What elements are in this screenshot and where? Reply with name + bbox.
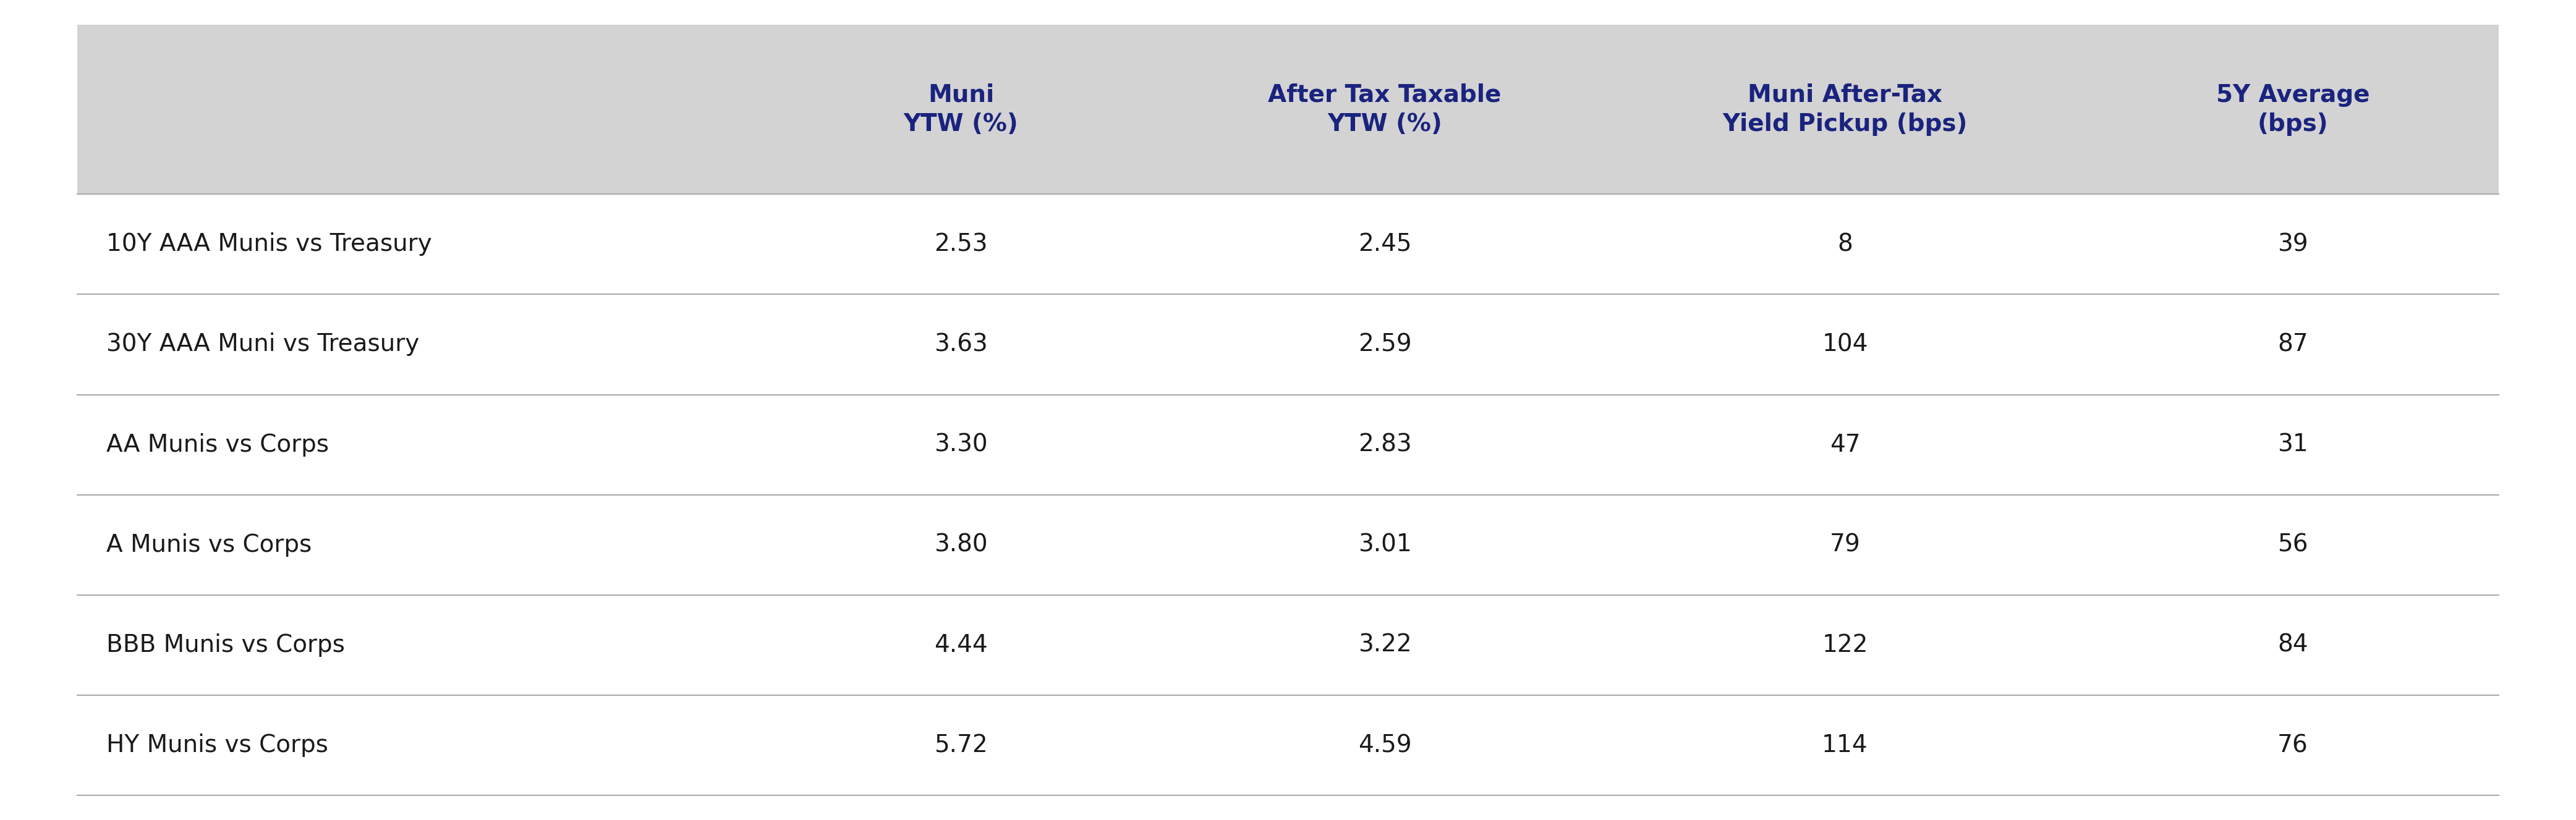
Text: 31: 31: [2277, 433, 2308, 457]
Text: Muni
YTW (%): Muni YTW (%): [904, 83, 1018, 135]
Text: 114: 114: [1821, 734, 1868, 757]
Text: Muni After-Tax
Yield Pickup (bps): Muni After-Tax Yield Pickup (bps): [1723, 83, 1968, 135]
Text: 56: 56: [2277, 533, 2308, 557]
Text: 8: 8: [1837, 233, 1852, 256]
Text: 79: 79: [1829, 533, 1860, 557]
Text: 4.59: 4.59: [1358, 734, 1412, 757]
Text: 76: 76: [2277, 734, 2308, 757]
Text: 2.53: 2.53: [935, 233, 987, 256]
Text: 47: 47: [1829, 433, 1860, 457]
Text: 4.44: 4.44: [935, 633, 987, 657]
Text: 3.80: 3.80: [935, 533, 987, 557]
Text: 5.72: 5.72: [935, 734, 987, 757]
FancyBboxPatch shape: [77, 595, 2499, 695]
FancyBboxPatch shape: [77, 194, 2499, 294]
Text: HY Munis vs Corps: HY Munis vs Corps: [106, 734, 327, 757]
FancyBboxPatch shape: [77, 294, 2499, 394]
Text: A Munis vs Corps: A Munis vs Corps: [106, 533, 312, 557]
Text: 10Y AAA Munis vs Treasury: 10Y AAA Munis vs Treasury: [106, 233, 433, 256]
Text: 2.83: 2.83: [1358, 433, 1412, 457]
FancyBboxPatch shape: [77, 394, 2499, 494]
Text: 87: 87: [2277, 333, 2308, 356]
Text: 2.59: 2.59: [1358, 333, 1412, 356]
Text: 30Y AAA Muni vs Treasury: 30Y AAA Muni vs Treasury: [106, 333, 420, 356]
FancyBboxPatch shape: [77, 494, 2499, 595]
Text: 39: 39: [2277, 233, 2308, 256]
Text: 3.30: 3.30: [935, 433, 987, 457]
Text: 3.22: 3.22: [1358, 633, 1412, 657]
FancyBboxPatch shape: [77, 695, 2499, 795]
Text: 3.01: 3.01: [1358, 533, 1412, 557]
Text: 3.63: 3.63: [935, 333, 989, 356]
Text: AA Munis vs Corps: AA Munis vs Corps: [106, 433, 330, 457]
Text: After Tax Taxable
YTW (%): After Tax Taxable YTW (%): [1267, 83, 1502, 135]
FancyBboxPatch shape: [77, 25, 2499, 194]
Text: BBB Munis vs Corps: BBB Munis vs Corps: [106, 633, 345, 657]
Text: 5Y Average
(bps): 5Y Average (bps): [2215, 83, 2370, 135]
Text: 122: 122: [1821, 633, 1868, 657]
Text: 2.45: 2.45: [1358, 233, 1412, 256]
Text: 104: 104: [1821, 333, 1868, 356]
Text: 84: 84: [2277, 633, 2308, 657]
